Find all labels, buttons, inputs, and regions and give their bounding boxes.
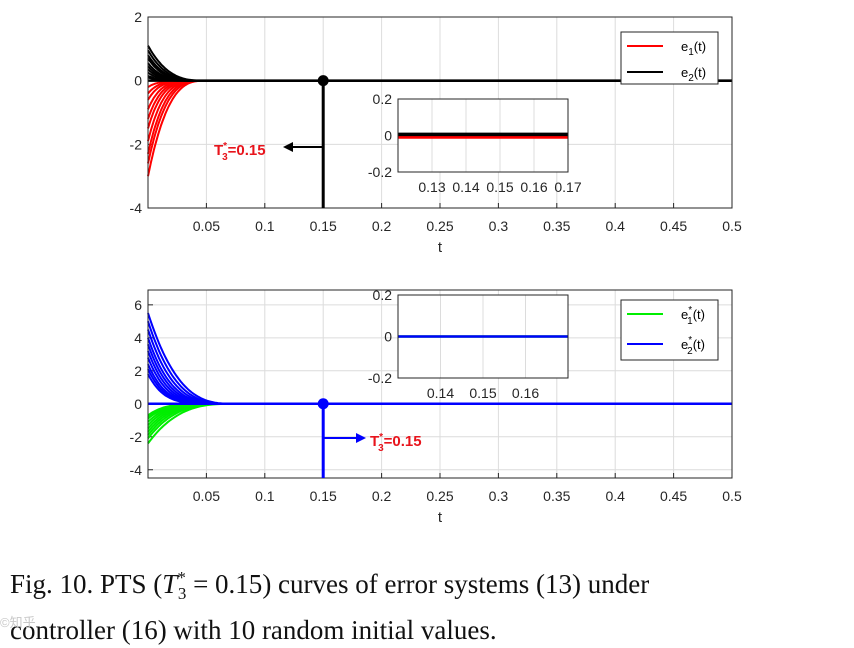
settling-label: T* 3=0.15: [214, 141, 266, 163]
caption-line-1: Fig. 10. PTS (T*3 = 0.15) curves of erro…: [10, 560, 850, 612]
inset-x-tick-label: 0.17: [554, 179, 581, 195]
inset-x-tick-label: 0.16: [520, 179, 547, 195]
inset-y-tick-label: 0: [384, 329, 392, 345]
caption-text-a: Fig. 10. PTS (: [10, 569, 163, 599]
x-tick-label: 0.05: [193, 488, 220, 504]
inset-x-tick-label: 0.14: [427, 385, 454, 401]
legend: e* 1(t) e* 2(t): [620, 299, 719, 361]
figure-canvas: 0.05 0.1 0.15 0.2 0.25 0.3 0.35 0.4 0.45 0.5 -4 -2 0…: [130, 9, 742, 526]
x-tick-label: 0.35: [543, 218, 570, 234]
caption-math-sub: 3: [177, 584, 187, 604]
inset-box: [397, 294, 569, 379]
legend: e1(t) e2(t): [620, 31, 719, 85]
axes-box: [147, 16, 733, 209]
inset-plot: 0.13 0.14 0.15 0.16 0.17 -0.2 0 0.2: [368, 91, 582, 195]
caption-math-symbol: T: [162, 569, 178, 599]
y-tick-label: -2: [130, 136, 143, 152]
y-tick-label: 0: [134, 396, 142, 412]
annotation-arrowhead: [356, 433, 366, 443]
x-tick-label: 0.2: [372, 218, 392, 234]
y-tick-label: 2: [134, 9, 142, 25]
caption-math-sup: *: [177, 568, 186, 587]
x-tick-label: 0.1: [255, 488, 275, 504]
y-tick-label: -2: [130, 429, 143, 445]
y-tick-label: -4: [130, 200, 143, 216]
inset-x-tick-label: 0.15: [486, 179, 513, 195]
x-tick-label: 0.3: [489, 218, 509, 234]
inset-x-tick-label: 0.15: [469, 385, 496, 401]
x-tick-label: 0.15: [310, 488, 337, 504]
inset-box: [397, 98, 569, 173]
figure-caption: Fig. 10. PTS (T*3 = 0.15) curves of erro…: [10, 560, 850, 648]
x-tick-label: 0.35: [543, 488, 570, 504]
legend-label: e2(t): [681, 65, 706, 84]
settling-label: T* 3=0.15: [370, 432, 422, 454]
inset-x-tick-label: 0.16: [512, 385, 539, 401]
x-tick-label: 0.5: [722, 218, 742, 234]
caption-line-2: controller (16) with 10 random initial v…: [10, 615, 497, 646]
inset-y-tick-label: 0.2: [373, 91, 393, 107]
x-axis-label: t: [438, 239, 443, 256]
x-tick-label: 0.2: [372, 488, 392, 504]
inset-x-tick-label: 0.14: [452, 179, 479, 195]
inset-y-tick-label: 0.2: [373, 287, 393, 303]
inset-y-tick-label: -0.2: [368, 370, 392, 386]
x-tick-label: 0.25: [426, 218, 453, 234]
x-tick-label: 0.45: [660, 218, 687, 234]
chart-1: 0.05 0.1 0.15 0.2 0.25 0.3 0.35 0.4 0.45 0.5 -4 -2 0…: [130, 9, 742, 256]
y-tick-label: 0: [134, 73, 142, 89]
inset-plot: 0.14 0.15 0.16 -0.2 0 0.2: [368, 287, 569, 401]
y-tick-label: 2: [134, 363, 142, 379]
caption-math-eq: = 0.15: [186, 569, 263, 599]
legend-box: [620, 31, 719, 85]
x-tick-label: 0.05: [193, 218, 220, 234]
chart-2: 0.05 0.1 0.15 0.2 0.25 0.3 0.35 0.4 0.45 0.5 -4 -2 0…: [130, 287, 742, 526]
x-tick-label: 0.4: [605, 488, 625, 504]
caption-text-b: ) curves of error systems (13) under: [262, 569, 650, 599]
legend-label: e1(t): [681, 39, 706, 58]
y-tick-label: 6: [134, 297, 142, 313]
x-tick-label: 0.3: [489, 488, 509, 504]
settling-point: [317, 398, 329, 410]
legend-label: e* 1(t): [681, 305, 705, 327]
settling-point: [317, 75, 329, 87]
x-tick-label: 0.25: [426, 488, 453, 504]
x-axis-label: t: [438, 509, 443, 526]
legend-box: [620, 299, 719, 361]
x-tick-label: 0.1: [255, 218, 275, 234]
watermark: ©知乎: [0, 615, 36, 630]
annotation-arrowhead: [283, 142, 293, 152]
y-tick-label: -4: [130, 462, 143, 478]
caption-math: T*3 = 0.15: [162, 568, 263, 603]
axes-box: [147, 289, 733, 479]
x-tick-label: 0.15: [310, 218, 337, 234]
inset-y-tick-label: -0.2: [368, 164, 392, 180]
x-tick-label: 0.4: [605, 218, 625, 234]
y-tick-label: 4: [134, 330, 142, 346]
inset-x-tick-label: 0.13: [418, 179, 445, 195]
inset-y-tick-label: 0: [384, 128, 392, 144]
x-tick-label: 0.45: [660, 488, 687, 504]
x-tick-label: 0.5: [722, 488, 742, 504]
legend-label: e* 2(t): [681, 335, 705, 357]
